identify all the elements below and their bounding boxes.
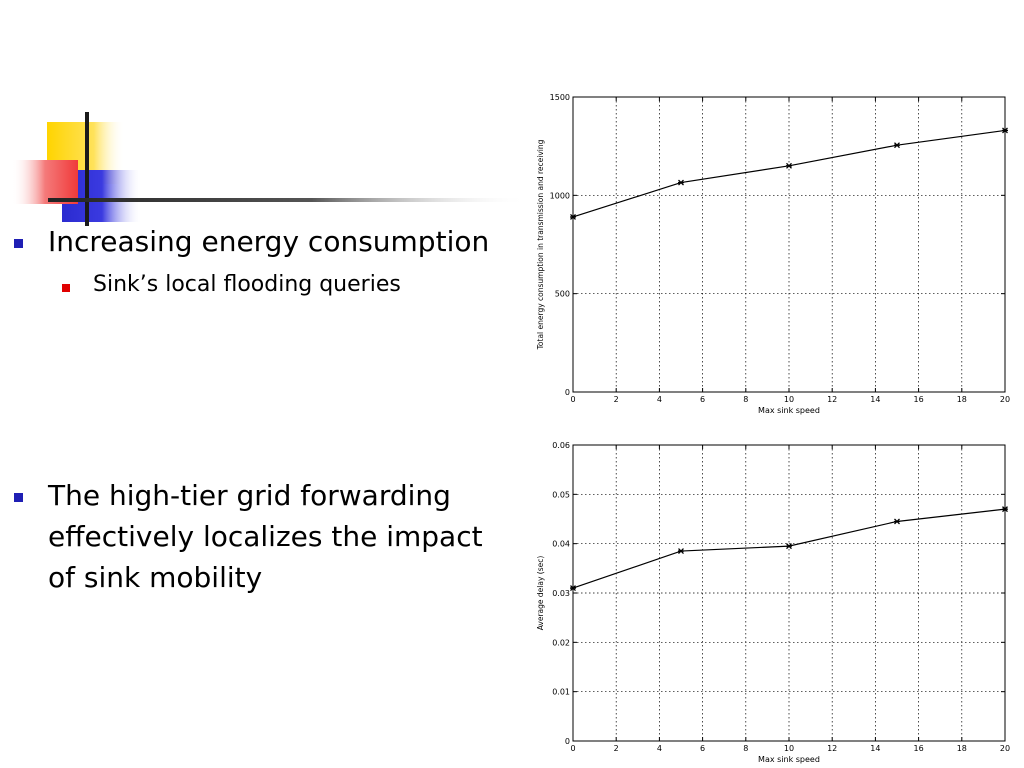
bullet-text: Increasing energy consumption [48,225,490,258]
delay-chart: 0 2 4 6 8 10 12 14 16 18 20 0 0.01 0.02 0.03 0.04 0.05 0.… [536,441,1010,764]
x-tick-label: 2 [614,744,619,753]
y-tick-label: 0 [565,388,570,397]
y-tick-label: 0.02 [552,638,570,647]
deco-horizontal-line [48,198,528,202]
y-tick-label: 1500 [550,93,570,102]
series-line [572,508,1006,589]
x-tick-label: 14 [870,744,880,753]
x-tick-label: 10 [784,395,794,404]
y-tick-label: 500 [555,290,570,299]
deco-red-square [12,160,78,204]
data-point [786,162,792,169]
data-point [786,543,792,550]
x-tick-label: 20 [1000,744,1010,753]
x-tick-label: 12 [827,744,837,753]
deco-vertical-line [85,112,89,226]
x-tick-label: 6 [700,744,705,753]
y-tick-label: 1000 [550,191,570,200]
y-tick-label: 0.03 [552,589,570,598]
y-tick-label: 0.01 [552,688,570,697]
x-axis-label: Max sink speed [758,406,820,415]
x-tick-label: 20 [1000,395,1010,404]
data-point [1002,506,1008,513]
y-tick-label: 0.05 [552,490,570,499]
data-point [678,548,684,555]
data-point [678,179,684,186]
data-point [570,585,576,592]
x-tick-label: 0 [570,395,575,404]
x-tick-label: 18 [957,744,967,753]
x-tick-label: 2 [614,395,619,404]
bullet-square-icon [14,493,23,502]
x-tick-label: 14 [870,395,880,404]
data-point [894,142,900,149]
sub-bullet-text: Sink’s local flooding queries [93,272,401,297]
energy-chart: 0 2 4 6 8 10 12 14 16 18 20 0 500 1000 1500 Max sink sp… [536,93,1010,415]
x-tick-label: 8 [743,744,748,753]
y-tick-label: 0 [565,737,570,746]
y-axis-label: Average delay (sec) [536,556,545,631]
x-tick-label: 8 [743,395,748,404]
x-tick-label: 16 [914,744,924,753]
x-tick-label: 10 [784,744,794,753]
data-point [894,518,900,525]
x-tick-label: 16 [914,395,924,404]
x-axis-label: Max sink speed [758,755,820,764]
x-tick-label: 6 [700,395,705,404]
bullet-square-icon [14,239,23,248]
data-point [1002,127,1008,134]
y-tick-label: 0.04 [552,540,570,549]
y-axis-label: Total energy consumption in transmission… [536,139,545,350]
data-point [570,214,576,220]
sub-bullet-square-icon [62,284,70,292]
x-tick-label: 4 [657,395,662,404]
x-tick-label: 0 [570,744,575,753]
x-tick-label: 4 [657,744,662,753]
x-tick-label: 18 [957,395,967,404]
bullet-text: The high-tier grid forwarding effectivel… [48,479,483,594]
y-tick-label: 0.06 [552,441,570,450]
x-tick-label: 12 [827,395,837,404]
